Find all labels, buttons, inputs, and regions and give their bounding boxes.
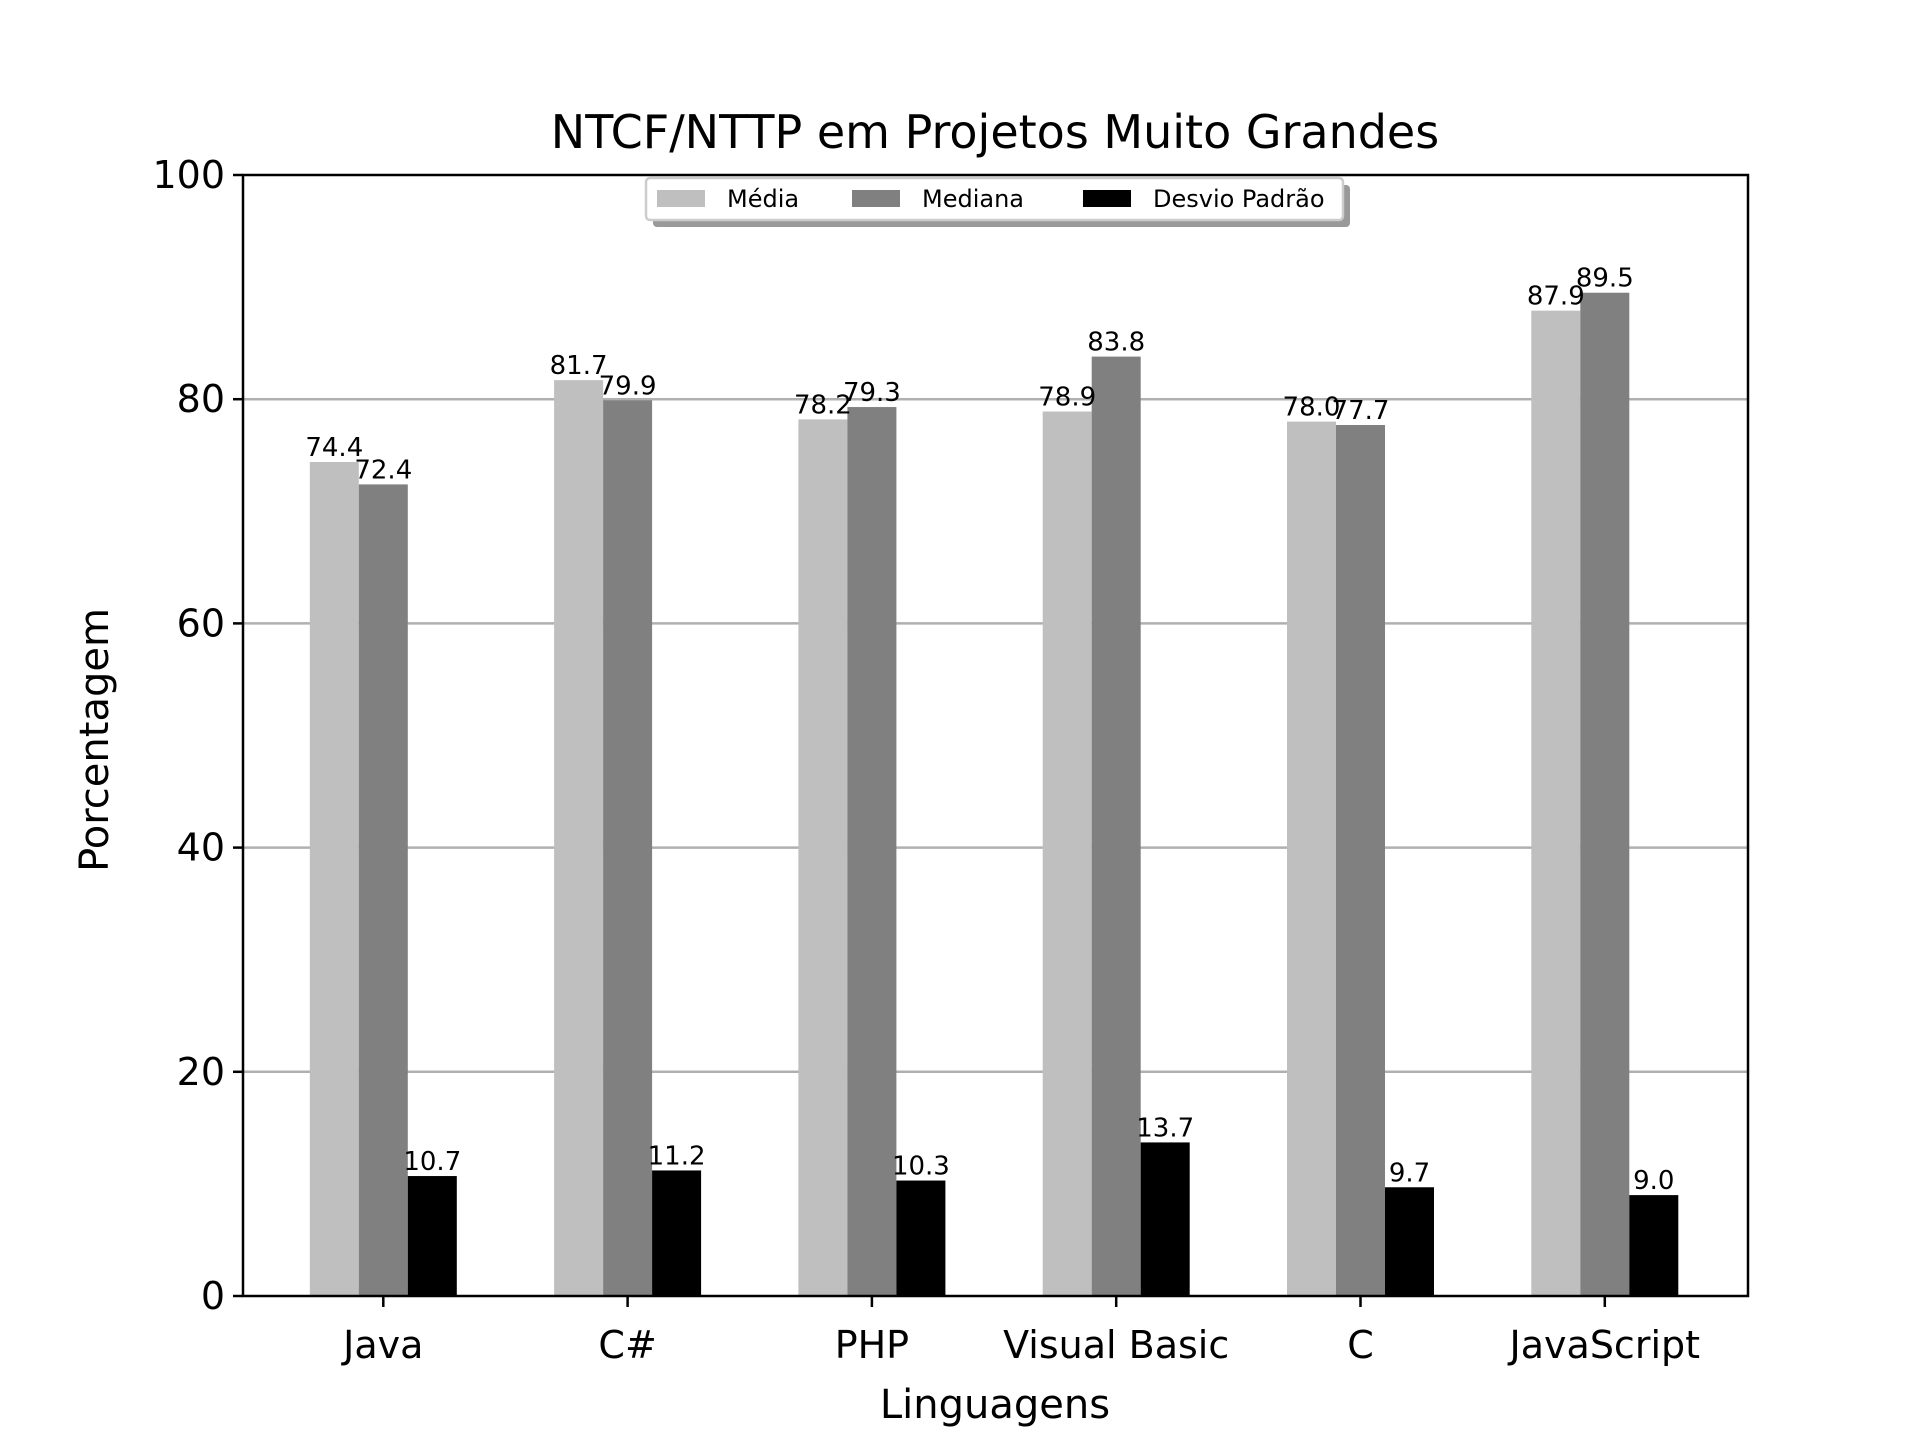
legend-label: Média xyxy=(727,185,799,213)
bar-value-label: 78.2 xyxy=(794,390,852,420)
x-tick-label: C xyxy=(1347,1323,1374,1367)
bar xyxy=(358,484,408,1296)
bar-value-label: 89.5 xyxy=(1576,264,1634,294)
bar-value-label: 79.3 xyxy=(843,378,901,408)
bar-value-label: 87.9 xyxy=(1527,282,1585,312)
bar-value-label: 78.9 xyxy=(1038,383,1096,413)
bar-value-label: 9.7 xyxy=(1389,1158,1430,1188)
bar-value-label: 79.9 xyxy=(599,371,657,401)
bar xyxy=(1287,421,1336,1296)
x-tick-label: PHP xyxy=(835,1323,909,1367)
plot-frame xyxy=(241,173,1750,1298)
bar-value-label: 10.3 xyxy=(892,1152,950,1182)
chart-title: NTCF/NTTP em Projetos Muito Grandes xyxy=(551,105,1439,159)
bar xyxy=(603,400,653,1296)
bar-value-label: 83.8 xyxy=(1087,328,1145,358)
y-tick-label: 0 xyxy=(201,1274,225,1318)
bar xyxy=(1091,356,1141,1296)
bar-value-label: 9.0 xyxy=(1633,1166,1674,1196)
y-tick-label: 100 xyxy=(152,153,225,197)
bar-value-label: 11.2 xyxy=(648,1141,706,1171)
bar xyxy=(1531,310,1581,1296)
legend-label: Desvio Padrão xyxy=(1153,185,1325,213)
bar-value-label: 72.4 xyxy=(354,455,412,485)
bar xyxy=(798,419,848,1296)
bar-value-label: 13.7 xyxy=(1136,1113,1194,1143)
bar xyxy=(407,1176,457,1296)
legend-label: Mediana xyxy=(922,185,1024,213)
y-tick-label: 80 xyxy=(177,377,225,421)
bar-value-label: 78.0 xyxy=(1283,393,1341,423)
bar xyxy=(847,407,897,1296)
x-tick-label: C# xyxy=(598,1323,656,1367)
bar xyxy=(1042,411,1092,1296)
x-axis-label: Linguagens xyxy=(880,1382,1110,1428)
bar xyxy=(1629,1195,1679,1296)
x-tick-label: JavaScript xyxy=(1508,1323,1700,1367)
grid-lines xyxy=(243,397,1748,1074)
legend-swatch xyxy=(852,190,900,207)
bar-value-label: 74.4 xyxy=(305,433,363,463)
y-tick-label: 60 xyxy=(177,601,225,645)
bar xyxy=(896,1180,946,1296)
bars xyxy=(309,292,1679,1297)
legend-box xyxy=(644,176,1345,222)
x-tick-label: Visual Basic xyxy=(1003,1323,1229,1367)
legend: Média Mediana Desvio Padrão xyxy=(644,176,1350,227)
bar xyxy=(1140,1142,1190,1296)
y-tick-label: 40 xyxy=(177,826,225,870)
bar xyxy=(554,380,604,1296)
data-labels: 74.472.4 10.7 81.779.9 11.2 78.279.3 10.3 78.9… xyxy=(305,264,1674,1196)
bar-value-label: 81.7 xyxy=(550,351,608,381)
y-tick-label: 20 xyxy=(177,1050,225,1094)
axis-ticks: 0 20 40 60 80 100 Java C# PHP Visual Basic C JavaSc… xyxy=(152,153,1700,1367)
bar-value-label: 10.7 xyxy=(403,1147,461,1177)
bar xyxy=(1336,424,1385,1296)
bar xyxy=(1580,292,1630,1297)
bar-value-label: 77.7 xyxy=(1332,396,1390,426)
legend-swatch xyxy=(1083,190,1131,207)
bar xyxy=(652,1170,702,1296)
y-axis-label: Porcentagem xyxy=(72,608,118,872)
bar xyxy=(1385,1187,1434,1296)
legend-swatch xyxy=(657,190,705,207)
bar xyxy=(309,461,359,1296)
x-tick-label: Java xyxy=(341,1323,423,1367)
